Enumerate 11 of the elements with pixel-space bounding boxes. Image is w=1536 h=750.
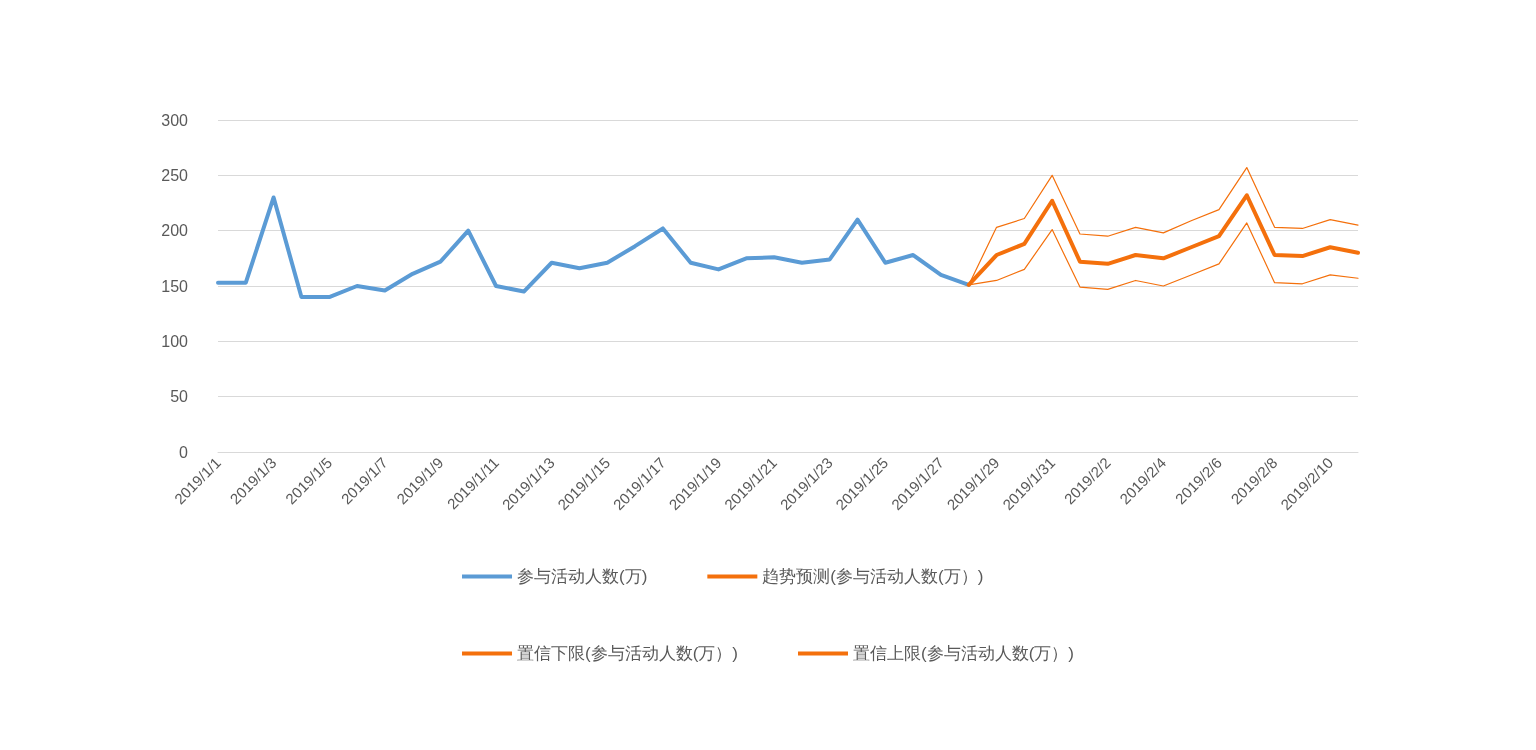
legend-label: 置信下限(参与活动人数(万）) bbox=[517, 644, 738, 663]
legend-label: 趋势预测(参与活动人数(万）) bbox=[762, 567, 984, 586]
y-tick-label: 150 bbox=[161, 277, 189, 295]
y-tick-label: 200 bbox=[161, 222, 189, 240]
y-tick-label: 250 bbox=[161, 166, 189, 184]
legend-label: 参与活动人数(万) bbox=[517, 567, 648, 586]
y-tick-label: 100 bbox=[161, 332, 189, 350]
y-tick-label: 0 bbox=[179, 443, 189, 461]
legend-label: 置信上限(参与活动人数(万）) bbox=[853, 644, 1074, 663]
y-tick-label: 300 bbox=[161, 111, 189, 129]
y-tick-label: 50 bbox=[170, 388, 189, 406]
